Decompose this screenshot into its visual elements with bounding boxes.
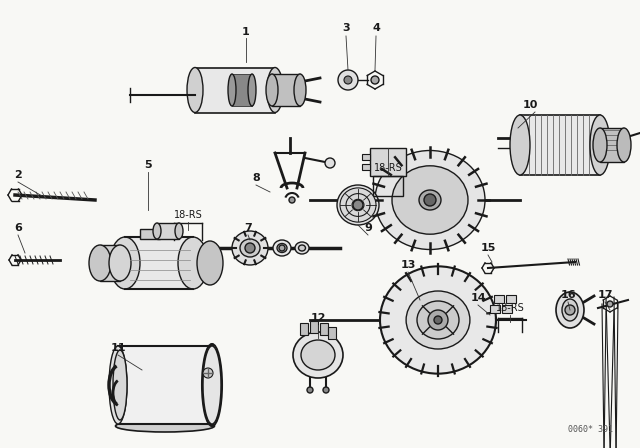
Circle shape xyxy=(428,310,448,330)
Bar xyxy=(232,74,252,106)
Ellipse shape xyxy=(187,68,203,112)
Text: 6: 6 xyxy=(14,223,22,233)
Ellipse shape xyxy=(232,231,268,265)
Ellipse shape xyxy=(277,244,287,253)
Bar xyxy=(490,305,500,313)
Circle shape xyxy=(424,194,436,206)
Ellipse shape xyxy=(197,241,223,285)
Bar xyxy=(272,74,300,106)
Bar xyxy=(300,323,308,335)
Bar xyxy=(506,295,516,303)
Ellipse shape xyxy=(153,223,161,239)
Ellipse shape xyxy=(590,115,610,175)
Bar xyxy=(520,115,600,175)
Ellipse shape xyxy=(562,299,578,321)
Bar xyxy=(195,68,275,113)
Bar xyxy=(328,327,336,339)
Ellipse shape xyxy=(203,346,221,424)
Ellipse shape xyxy=(293,332,343,378)
Ellipse shape xyxy=(110,237,140,289)
Text: 10: 10 xyxy=(522,100,538,110)
Ellipse shape xyxy=(593,128,607,162)
Text: 18-RS: 18-RS xyxy=(495,303,524,313)
Ellipse shape xyxy=(266,74,278,106)
Bar xyxy=(125,237,193,289)
Circle shape xyxy=(289,197,295,203)
Text: 9: 9 xyxy=(364,223,372,233)
Bar xyxy=(362,164,370,170)
Text: 17: 17 xyxy=(597,290,612,300)
Text: 16: 16 xyxy=(560,290,576,300)
Circle shape xyxy=(338,70,358,90)
Text: 15: 15 xyxy=(480,243,496,253)
Ellipse shape xyxy=(380,267,496,374)
Text: 7: 7 xyxy=(244,223,252,233)
Bar xyxy=(370,148,406,176)
Ellipse shape xyxy=(392,166,468,234)
Bar xyxy=(502,305,512,313)
Circle shape xyxy=(323,387,329,393)
Circle shape xyxy=(565,305,575,315)
Ellipse shape xyxy=(337,185,379,225)
Ellipse shape xyxy=(109,346,127,424)
Bar xyxy=(362,154,370,160)
Bar xyxy=(157,223,179,239)
Ellipse shape xyxy=(248,74,256,106)
Ellipse shape xyxy=(178,237,208,289)
Ellipse shape xyxy=(419,190,441,210)
Ellipse shape xyxy=(113,350,127,420)
Ellipse shape xyxy=(175,223,183,239)
Ellipse shape xyxy=(294,74,306,106)
Circle shape xyxy=(279,245,285,251)
Bar xyxy=(140,229,160,239)
Ellipse shape xyxy=(267,68,283,112)
Ellipse shape xyxy=(510,115,530,175)
Circle shape xyxy=(371,76,379,84)
Text: 8: 8 xyxy=(252,173,260,183)
Ellipse shape xyxy=(295,242,309,254)
Text: 13: 13 xyxy=(400,260,416,270)
Circle shape xyxy=(203,368,213,378)
Ellipse shape xyxy=(273,240,291,256)
Circle shape xyxy=(307,387,313,393)
Bar xyxy=(320,323,328,335)
Text: 12: 12 xyxy=(310,313,326,323)
Text: 18-RS: 18-RS xyxy=(173,210,202,220)
Ellipse shape xyxy=(340,188,376,222)
Text: 11: 11 xyxy=(110,343,125,353)
Text: 0060* 391: 0060* 391 xyxy=(568,426,612,435)
Text: 1: 1 xyxy=(242,27,250,37)
Bar xyxy=(494,295,504,303)
Ellipse shape xyxy=(228,74,236,106)
Text: 5: 5 xyxy=(144,160,152,170)
Circle shape xyxy=(344,76,352,84)
Circle shape xyxy=(245,243,255,253)
Bar xyxy=(100,245,120,281)
Text: 3: 3 xyxy=(342,23,350,33)
Circle shape xyxy=(325,158,335,168)
Text: 2: 2 xyxy=(14,170,22,180)
Ellipse shape xyxy=(617,128,631,162)
Ellipse shape xyxy=(109,245,131,281)
Text: 14: 14 xyxy=(470,293,486,303)
Text: 18-RS: 18-RS xyxy=(374,163,403,173)
Bar xyxy=(310,321,318,333)
Ellipse shape xyxy=(301,340,335,370)
Ellipse shape xyxy=(556,292,584,328)
Bar xyxy=(118,346,213,424)
Ellipse shape xyxy=(406,291,470,349)
Ellipse shape xyxy=(417,301,459,339)
Ellipse shape xyxy=(298,245,305,251)
Bar xyxy=(373,176,403,196)
Ellipse shape xyxy=(240,239,260,257)
Circle shape xyxy=(607,301,613,307)
Circle shape xyxy=(353,200,363,210)
Bar xyxy=(600,128,624,162)
Ellipse shape xyxy=(115,420,214,432)
Ellipse shape xyxy=(89,245,111,281)
Text: 4: 4 xyxy=(372,23,380,33)
Ellipse shape xyxy=(375,151,485,250)
Circle shape xyxy=(434,316,442,324)
